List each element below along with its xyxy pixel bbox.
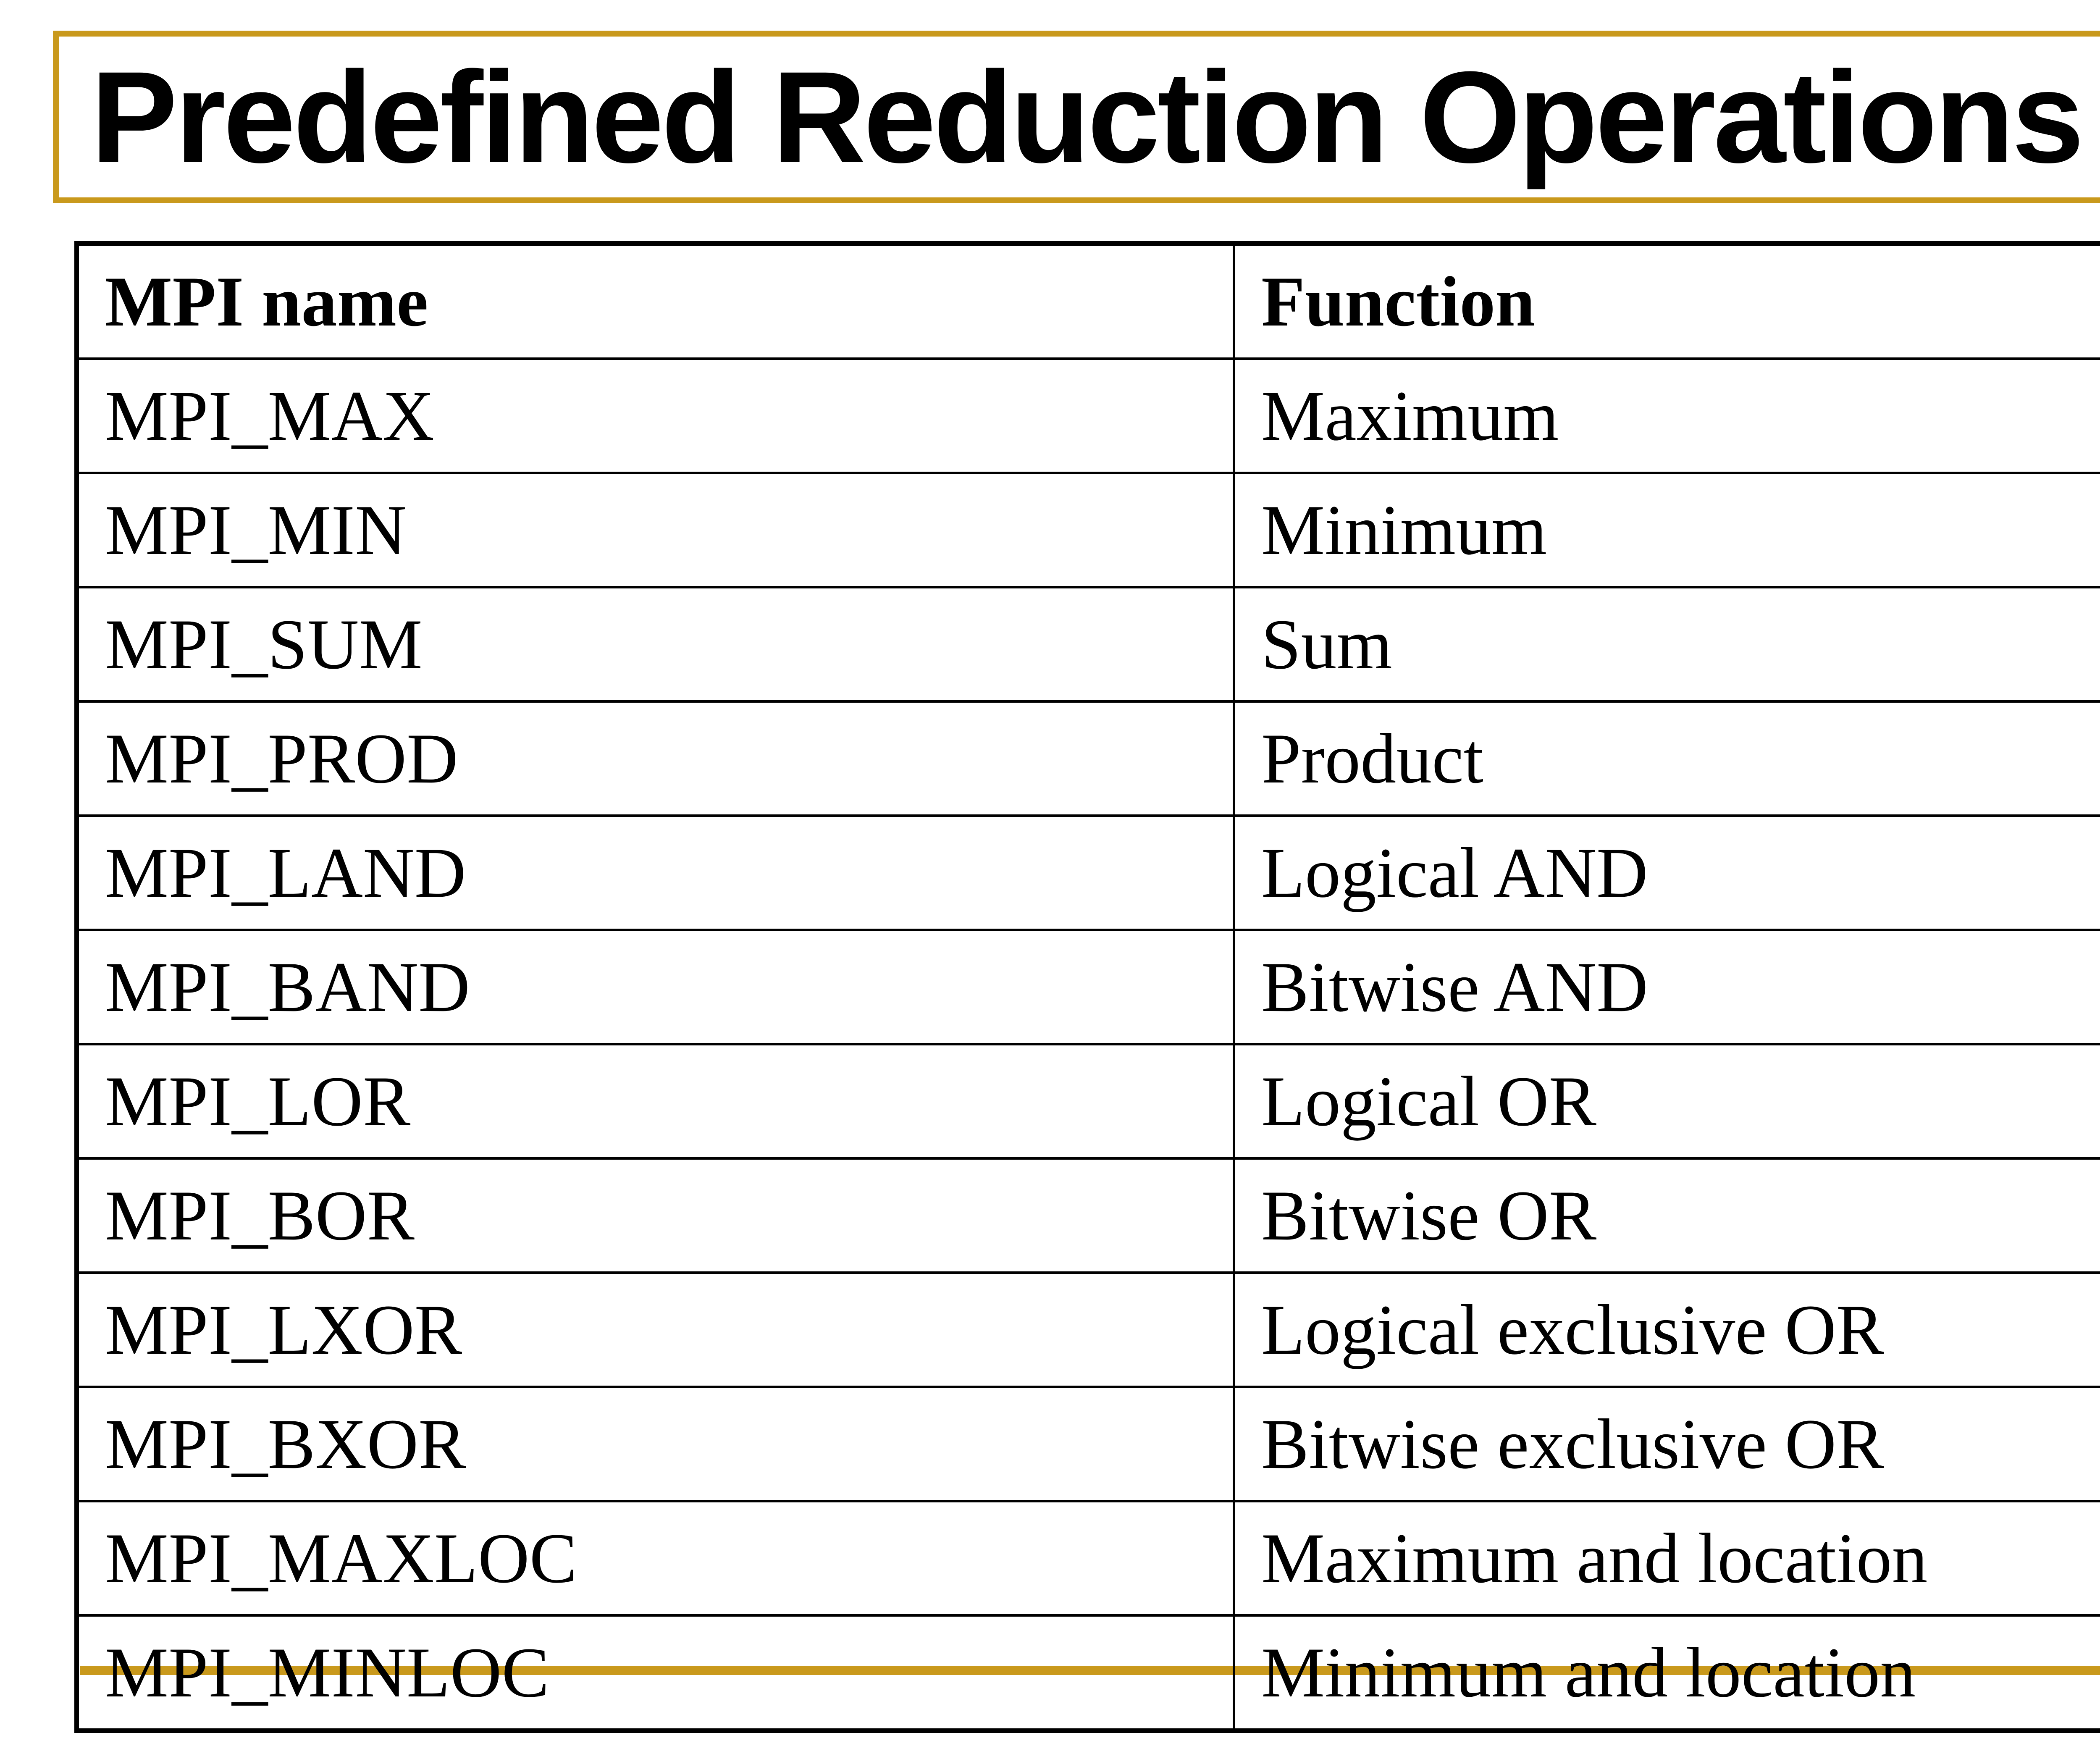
- function-cell: Logical OR: [1233, 1043, 2100, 1160]
- function-cell: Bitwise exclusive OR: [1233, 1386, 2100, 1502]
- table-row: MPI_MIN Minimum: [75, 472, 2100, 588]
- mpi-name-cell: MPI_MINLOC: [75, 1614, 1236, 1732]
- mpi-name-cell: MPI_MAX: [75, 357, 1236, 474]
- mpi-name-cell: MPI_MAXLOC: [75, 1500, 1236, 1617]
- mpi-name-cell: MPI_BXOR: [75, 1386, 1236, 1502]
- function-cell: Logical AND: [1233, 814, 2100, 931]
- table-body: MPI name Function MPI_MAX Maximum MPI_MIN M…: [75, 242, 2100, 1732]
- table-row: MPI_BXOR Bitwise exclusive OR: [75, 1386, 2100, 1502]
- function-cell: Product: [1233, 700, 2100, 817]
- column-header-function: Function: [1233, 242, 2100, 360]
- mpi-name-cell: MPI_LXOR: [75, 1271, 1236, 1388]
- mpi-name-cell: MPI_MIN: [75, 472, 1236, 588]
- function-cell: Logical exclusive OR: [1233, 1271, 2100, 1388]
- table-row: MPI_LXOR Logical exclusive OR: [75, 1271, 2100, 1388]
- title-box: Predefined Reduction Operations: [53, 31, 2100, 203]
- mpi-name-cell: MPI_BOR: [75, 1157, 1236, 1274]
- table-row: MPI_MAX Maximum: [75, 357, 2100, 474]
- mpi-name-cell: MPI_BAND: [75, 929, 1236, 1045]
- function-cell: Bitwise AND: [1233, 929, 2100, 1045]
- function-cell: Minimum and location: [1233, 1614, 2100, 1732]
- function-cell: Maximum: [1233, 357, 2100, 474]
- table-row: MPI_LOR Logical OR: [75, 1043, 2100, 1160]
- mpi-name-cell: MPI_LAND: [75, 814, 1236, 931]
- reduction-operations-table: MPI name Function MPI_MAX Maximum MPI_MIN M…: [74, 241, 2100, 1733]
- page-title: Predefined Reduction Operations: [91, 44, 2084, 190]
- table-header-row: MPI name Function: [75, 242, 2100, 360]
- mpi-name-cell: MPI_SUM: [75, 586, 1236, 703]
- table-row: MPI_BAND Bitwise AND: [75, 929, 2100, 1045]
- table-row: MPI_PROD Product: [75, 700, 2100, 817]
- function-cell: Maximum and location: [1233, 1500, 2100, 1617]
- function-cell: Minimum: [1233, 472, 2100, 588]
- function-cell: Sum: [1233, 586, 2100, 703]
- table-row: MPI_SUM Sum: [75, 586, 2100, 703]
- mpi-name-cell: MPI_PROD: [75, 700, 1236, 817]
- function-cell: Bitwise OR: [1233, 1157, 2100, 1274]
- table-row: MPI_BOR Bitwise OR: [75, 1157, 2100, 1274]
- mpi-name-cell: MPI_LOR: [75, 1043, 1236, 1160]
- column-header-mpi-name: MPI name: [75, 242, 1236, 360]
- table-row: MPI_LAND Logical AND: [75, 814, 2100, 931]
- table-row: MPI_MINLOC Minimum and location: [75, 1614, 2100, 1732]
- table-row: MPI_MAXLOC Maximum and location: [75, 1500, 2100, 1617]
